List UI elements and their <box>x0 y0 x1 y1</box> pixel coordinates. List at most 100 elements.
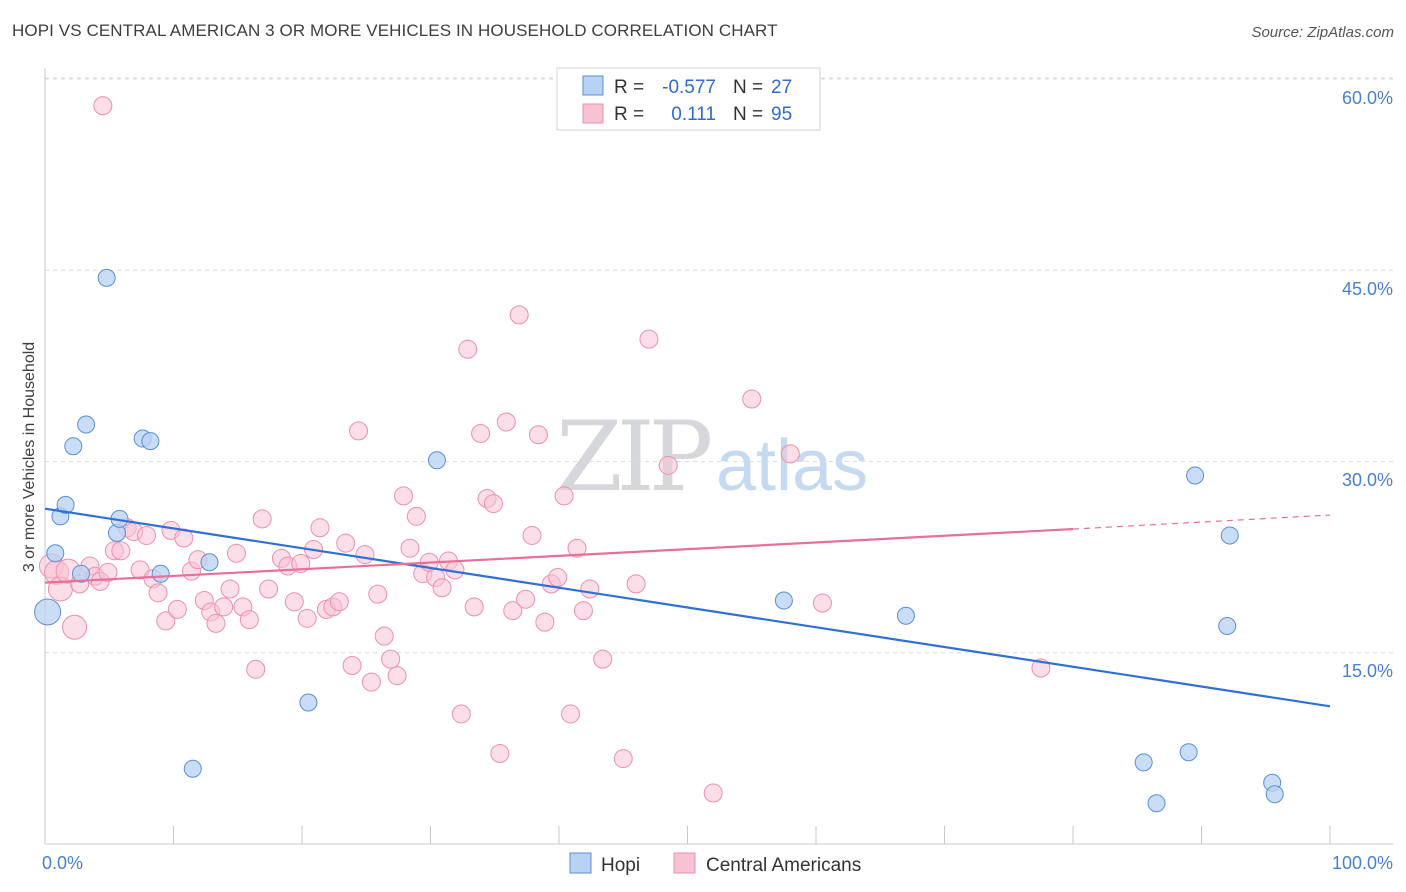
hopi-point <box>183 759 202 778</box>
bottom-legend-ca-swatch <box>673 852 696 874</box>
y-tick-45: 45.0% <box>1342 279 1393 299</box>
ca-trendline <box>44 527 1074 584</box>
chart-title: HOPI VS CENTRAL AMERICAN 3 OR MORE VEHIC… <box>12 21 778 40</box>
ca-point <box>62 614 88 640</box>
ca-point <box>451 704 471 724</box>
ca-point <box>464 597 484 617</box>
hopi-points <box>34 268 1284 813</box>
hopi-point <box>896 606 915 625</box>
ca-point <box>98 562 118 582</box>
ca-point <box>561 704 581 724</box>
hopi-point <box>1134 753 1153 772</box>
ca-point <box>246 659 266 679</box>
hopi-point <box>774 591 793 610</box>
hopi-point <box>1220 526 1239 545</box>
bottom-legend-hopi-swatch <box>569 852 592 874</box>
ca-point <box>535 612 555 632</box>
y-tick-30: 30.0% <box>1342 470 1393 490</box>
central-americans-points <box>38 96 1051 803</box>
ca-point <box>387 666 407 686</box>
ca-point <box>361 672 381 692</box>
ca-point <box>613 749 633 769</box>
ca-point <box>349 421 369 441</box>
bottom-legend-hopi: Hopi <box>601 855 640 876</box>
hopi-point <box>141 432 160 451</box>
hopi-point <box>1179 743 1198 762</box>
ca-point <box>516 589 536 609</box>
ca-point <box>522 525 542 545</box>
legend: R = -0.577 N = 27 R = 0.111 N = 95 <box>556 67 821 131</box>
ca-point <box>626 574 646 594</box>
hopi-point <box>1265 785 1284 804</box>
hopi-point <box>34 598 62 626</box>
ca-point <box>639 329 659 349</box>
x-tick-100: 100.0% <box>1332 853 1393 873</box>
hopi-point <box>46 544 65 563</box>
ca-point <box>214 597 234 617</box>
gridlines <box>45 77 1393 654</box>
ca-point <box>342 656 362 675</box>
hopi-point <box>427 451 446 470</box>
bottom-legend-ca: Central Americans <box>706 855 861 876</box>
hopi-point <box>1218 616 1237 635</box>
ca-point <box>432 578 452 598</box>
ca-point <box>483 494 503 514</box>
ca-point <box>496 412 516 432</box>
hopi-point <box>56 495 75 514</box>
ca-point <box>780 444 800 464</box>
ca-point <box>548 568 568 588</box>
ca-point <box>742 389 762 409</box>
ca-point <box>658 455 678 475</box>
x-tick-0: 0.0% <box>42 853 83 873</box>
ca-point <box>580 579 600 599</box>
ca-trendline-extension <box>1072 514 1331 530</box>
ca-point <box>239 610 259 630</box>
ca-point <box>509 305 529 325</box>
ca-point <box>148 583 168 603</box>
ca-point <box>220 579 240 599</box>
hopi-trendline <box>44 507 1331 708</box>
ca-point <box>93 96 113 116</box>
ca-point <box>368 584 388 604</box>
ca-point <box>156 611 176 631</box>
ca-point <box>573 601 593 621</box>
legend-hopi-n-label: N = <box>733 77 763 98</box>
y-tick-15: 15.0% <box>1342 661 1393 681</box>
ca-point <box>374 626 394 646</box>
legend-ca-n-label: N = <box>733 104 763 125</box>
ca-point <box>381 649 401 669</box>
hopi-point <box>97 268 116 287</box>
ca-point <box>284 592 304 612</box>
hopi-point <box>299 693 318 712</box>
hopi-point <box>64 437 83 456</box>
ca-point <box>812 593 832 613</box>
hopi-point <box>77 415 96 434</box>
y-axis-label: 3 or more Vehicles in Household <box>21 342 38 572</box>
ca-point <box>471 423 491 443</box>
hopi-point <box>1186 466 1205 485</box>
ca-point <box>394 486 414 506</box>
hopi-point <box>1147 794 1166 813</box>
ca-point <box>355 545 375 565</box>
y-tick-60: 60.0% <box>1342 88 1393 108</box>
legend-hopi-swatch <box>582 75 604 96</box>
hopi-point <box>200 553 219 572</box>
ca-point <box>458 339 478 359</box>
legend-hopi-r-label: R = <box>614 77 644 98</box>
legend-ca-n-value: 95 <box>771 104 792 125</box>
ca-point <box>310 518 330 538</box>
trendlines <box>44 507 1331 708</box>
ca-point <box>406 506 426 526</box>
ca-point <box>226 543 246 563</box>
ca-point <box>554 486 574 506</box>
source-label: Source: ZipAtlas.com <box>1251 24 1394 41</box>
legend-hopi-r-value: -0.577 <box>662 77 716 98</box>
ca-point <box>259 579 279 599</box>
ca-point <box>206 613 226 633</box>
hopi-point <box>151 564 170 583</box>
ca-point <box>528 425 548 445</box>
ca-point <box>703 783 723 803</box>
legend-ca-swatch <box>582 103 604 124</box>
ca-point <box>400 538 420 558</box>
